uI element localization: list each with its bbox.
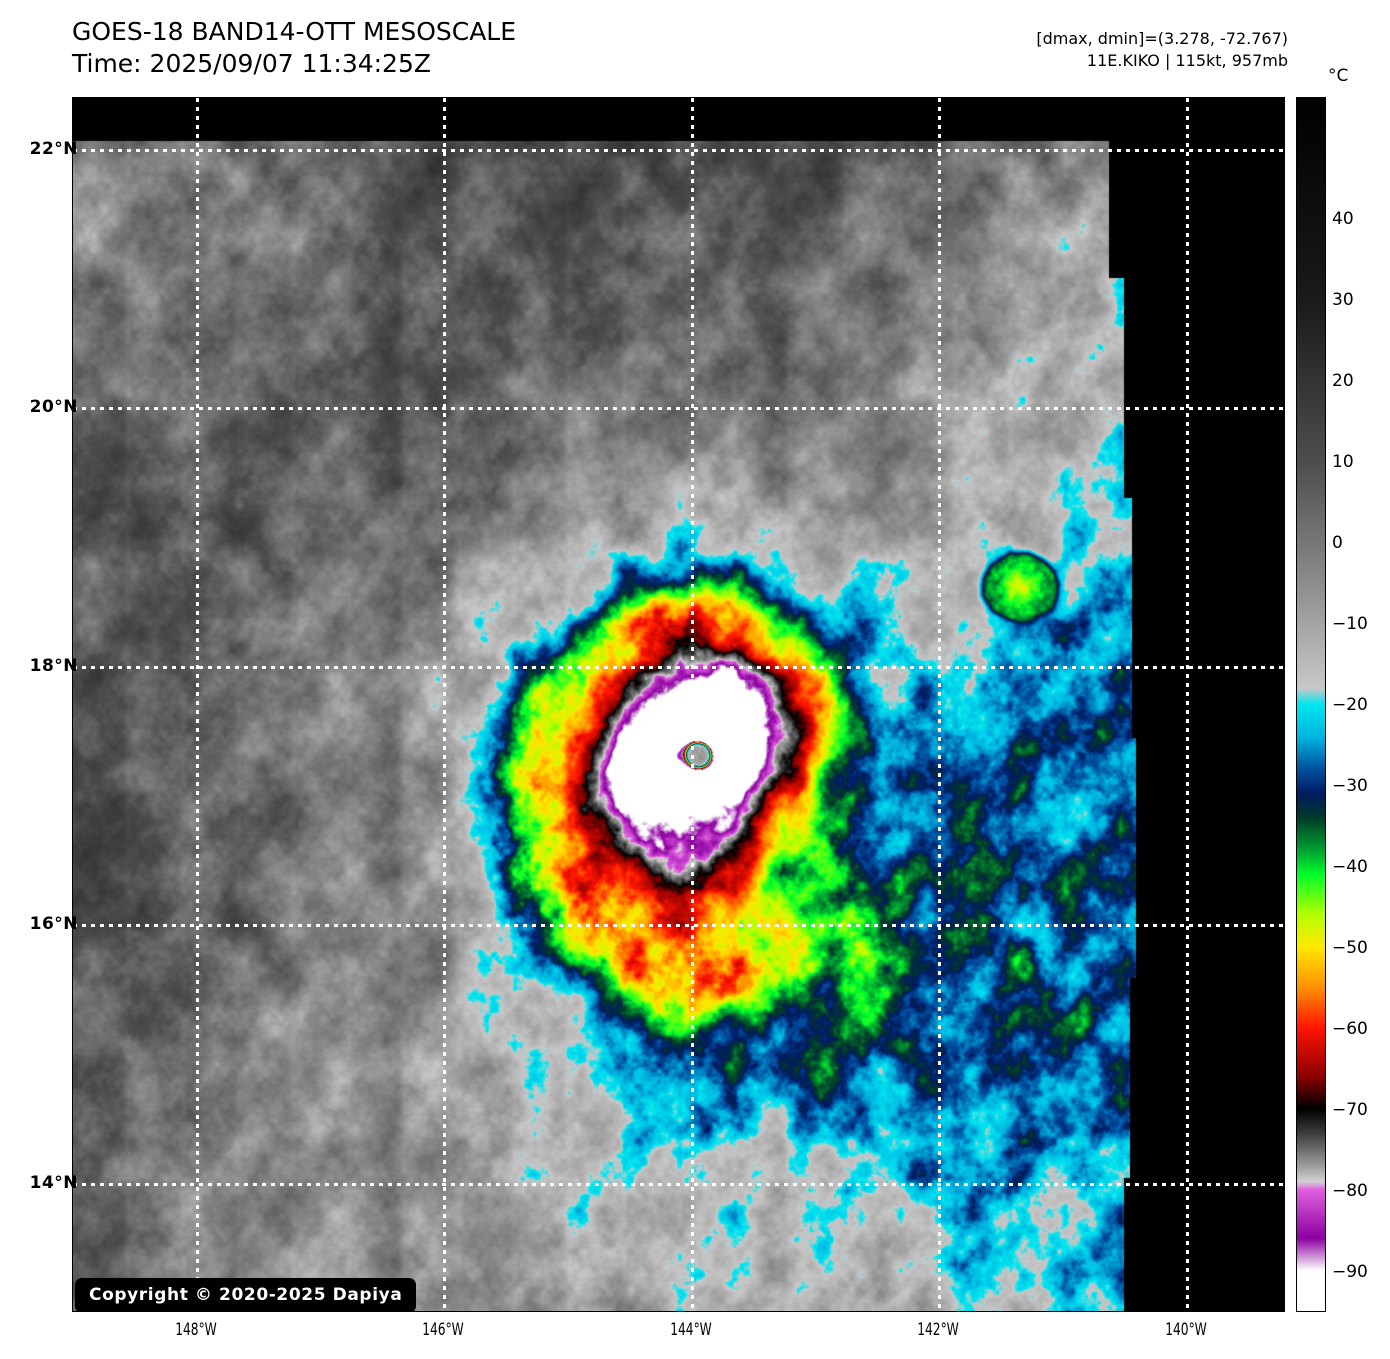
infrared-image-canvas: [73, 98, 1284, 1311]
colorbar-tick-label: −40: [1332, 856, 1368, 877]
colorbar-tick-label: −90: [1332, 1261, 1368, 1282]
lon-tick-label: 148°W: [174, 1320, 217, 1340]
lon-tick-label: 146°W: [422, 1320, 465, 1340]
copyright-badge: Copyright © 2020-2025 Dapiya: [75, 1278, 417, 1311]
colorbar-tick-label: −20: [1332, 694, 1368, 715]
page-title: GOES-18 BAND14-OTT MESOSCALE: [72, 17, 517, 46]
dminmax-label: [dmax, dmin]=(3.278, -72.767): [1036, 29, 1288, 48]
temperature-colorbar[interactable]: [1296, 97, 1326, 1312]
colorbar-tick-label: −80: [1332, 1180, 1368, 1201]
colorbar-unit-label: °C: [1328, 66, 1349, 86]
colorbar-tick-label: −70: [1332, 1099, 1368, 1120]
colorbar-tick-label: 10: [1332, 451, 1354, 472]
colorbar-gradient: [1297, 98, 1325, 1311]
lon-tick-label: 142°W: [917, 1320, 960, 1340]
lat-tick-label: 20°N: [29, 397, 78, 418]
lat-tick-label: 14°N: [29, 1172, 78, 1193]
satellite-imagery: [73, 98, 1284, 1311]
timestamp-label: Time: 2025/09/07 11:34:25Z: [72, 49, 431, 78]
metadata-block: [dmax, dmin]=(3.278, -72.767) 11E.KIKO |…: [1036, 28, 1288, 72]
colorbar-tick-label: 20: [1332, 370, 1354, 391]
lat-tick-label: 16°N: [29, 914, 78, 935]
colorbar-tick-label: −50: [1332, 937, 1368, 958]
lat-tick-label: 22°N: [29, 138, 78, 159]
colorbar-tick-label: 40: [1332, 208, 1354, 229]
colorbar-tick-label: −10: [1332, 613, 1368, 634]
title-block: GOES-18 BAND14-OTT MESOSCALE Time: 2025/…: [72, 16, 516, 80]
satellite-plot[interactable]: Copyright © 2020-2025 Dapiya: [72, 97, 1285, 1312]
lat-tick-label: 18°N: [29, 655, 78, 676]
colorbar-tick-label: 0: [1332, 532, 1343, 553]
colorbar-tick-label: −30: [1332, 775, 1368, 796]
lon-tick-label: 140°W: [1165, 1320, 1207, 1340]
lon-tick-label: 144°W: [670, 1320, 712, 1340]
colorbar-tick-label: 30: [1332, 289, 1354, 310]
storm-info-label: 11E.KIKO | 115kt, 957mb: [1086, 51, 1288, 70]
colorbar-tick-label: −60: [1332, 1018, 1368, 1039]
